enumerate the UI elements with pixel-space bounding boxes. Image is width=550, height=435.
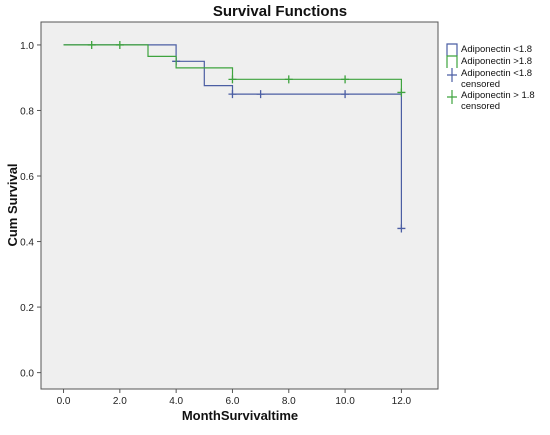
- chart-title: Survival Functions: [213, 3, 347, 20]
- x-tick-label: 12.0: [392, 396, 412, 407]
- x-tick-label: 2.0: [113, 396, 127, 407]
- censor-mark-series-1: [256, 90, 265, 99]
- legend-label: Adiponectin <1.8: [461, 44, 532, 55]
- legend-item-series-2-censored: Adiponectin > 1.8 censored: [447, 90, 535, 112]
- legend-plus-swatch: [447, 68, 457, 82]
- y-axis: 0.0 0.2 0.4 0.6 0.8 1.0: [20, 41, 41, 380]
- legend-line-swatch: [446, 55, 458, 68]
- x-tick-label: 10.0: [335, 396, 355, 407]
- censor-mark-series-1: [397, 224, 406, 233]
- censor-mark-series-2: [87, 40, 96, 49]
- y-tick-label: 0.6: [20, 172, 34, 183]
- y-tick-label: 0.4: [20, 238, 34, 249]
- legend-label: Adiponectin > 1.8 censored: [461, 90, 535, 112]
- series-layer: [63, 40, 406, 233]
- legend-item-series-1: Adiponectin <1.8: [446, 43, 532, 56]
- y-tick-label: 0.0: [20, 369, 34, 380]
- x-tick-label: 8.0: [282, 396, 296, 407]
- legend-label: Adiponectin <1.8 censored: [461, 68, 532, 90]
- x-tick-label: 6.0: [226, 396, 240, 407]
- censor-mark-series-2: [397, 88, 406, 97]
- plot-area: [40, 21, 439, 390]
- y-tick-label: 0.8: [20, 106, 34, 117]
- y-axis-label: Cum Survival: [5, 163, 20, 246]
- y-tick-label: 1.0: [20, 41, 34, 52]
- legend-label: Adiponectin >1.8: [461, 56, 532, 67]
- legend-item-series-2: Adiponectin >1.8: [446, 55, 532, 68]
- x-axis: 0.0 2.0 4.0 6.0 8.0 10.0 12.0: [57, 389, 412, 407]
- censor-mark-series-2: [284, 75, 293, 84]
- x-tick-label: 4.0: [169, 396, 183, 407]
- censor-mark-series-1: [228, 90, 237, 99]
- censor-mark-series-2: [115, 40, 124, 49]
- x-axis-label: MonthSurvivaltime: [182, 408, 298, 423]
- censor-mark-series-2: [228, 75, 237, 84]
- legend-item-series-1-censored: Adiponectin <1.8 censored: [447, 68, 532, 90]
- x-tick-label: 0.0: [57, 396, 71, 407]
- y-tick-label: 0.2: [20, 303, 34, 314]
- legend-plus-swatch: [447, 90, 457, 104]
- censor-mark-series-2: [341, 75, 350, 84]
- censor-mark-series-1: [341, 90, 350, 99]
- legend-line-swatch: [446, 43, 458, 56]
